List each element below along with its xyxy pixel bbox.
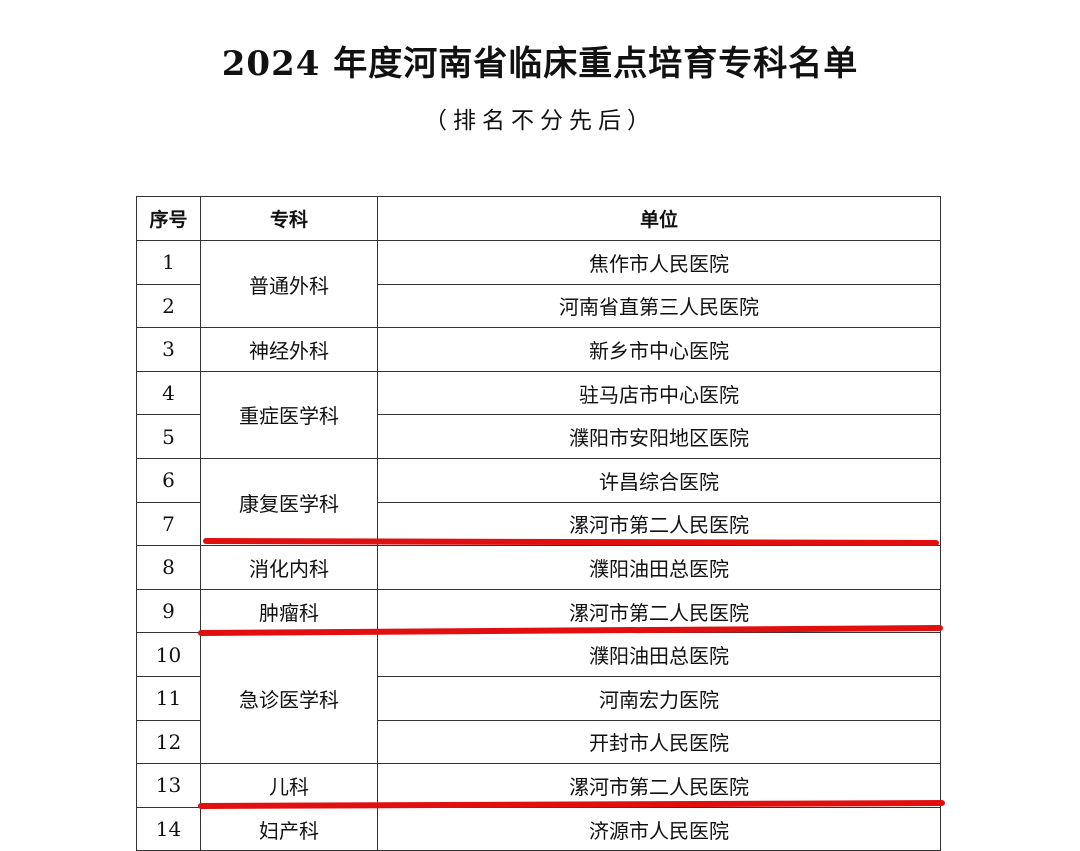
specialty-cell: 神经外科 <box>200 327 378 372</box>
unit-cell: 河南省直第三人民医院 <box>377 283 941 329</box>
table-row: 4 重症医学科 驻马店市中心医院 <box>136 370 941 459</box>
table-row: 10 急诊医学科 濮阳油田总医院 <box>136 632 941 765</box>
row-number: 11 <box>136 675 201 721</box>
specialty-cell: 妇产科 <box>200 806 378 851</box>
table-row: 1 普通外科 焦作市人民医院 <box>136 239 941 329</box>
row-number: 5 <box>136 414 201 459</box>
unit-cell: 漯河市第二人民医院 <box>377 763 941 808</box>
header-no: 序号 <box>136 196 201 241</box>
row-number: 6 <box>136 457 201 503</box>
table-row: 8 消化内科 濮阳油田总医院 <box>136 545 941 590</box>
table-row: 9 肿瘤科 漯河市第二人民医院 <box>136 588 941 634</box>
unit-cell: 漯河市第二人民医院 <box>377 501 941 547</box>
table-row: 12 开封市人民医院 <box>136 719 941 765</box>
table-row: 13 儿科 漯河市第二人民医院 <box>136 763 941 808</box>
specialty-cell: 普通外科 <box>200 239 378 329</box>
specialty-cell: 康复医学科 <box>200 457 378 547</box>
table-header-row: 序号 专科 单位 <box>136 196 941 241</box>
row-number: 8 <box>136 545 201 590</box>
unit-cell: 濮阳油田总医院 <box>377 632 941 677</box>
unit-cell: 河南宏力医院 <box>377 675 941 721</box>
row-number: 14 <box>136 806 201 851</box>
unit-cell: 开封市人民医院 <box>377 719 941 765</box>
row-number: 9 <box>136 588 201 634</box>
document-subtitle: （排名不分先后） <box>424 108 656 134</box>
unit-cell: 濮阳市安阳地区医院 <box>377 414 941 459</box>
table-row: 3 神经外科 新乡市中心医院 <box>136 327 941 372</box>
table-row: 6 康复医学科 许昌综合医院 <box>136 457 941 547</box>
specialty-cell: 消化内科 <box>200 545 378 590</box>
row-number: 1 <box>136 240 201 285</box>
unit-cell: 濮阳油田总医院 <box>377 545 941 590</box>
unit-cell: 漯河市第二人民医院 <box>377 588 941 634</box>
specialty-table: 序号 专科 单位 1 普通外科 焦作市人民医院 2 河南省直第三人民医院 3 神经外科 新乡市… <box>136 196 941 851</box>
row-number: 13 <box>136 763 201 808</box>
row-number: 3 <box>136 327 201 372</box>
specialty-cell: 急诊医学科 <box>200 632 378 765</box>
table-row: 14 妇产科 济源市人民医院 <box>136 806 941 851</box>
specialty-cell: 重症医学科 <box>200 370 378 459</box>
table-row: 2 河南省直第三人民医院 <box>136 283 941 329</box>
table-row: 11 河南宏力医院 <box>136 675 941 721</box>
unit-cell: 济源市人民医院 <box>377 806 941 851</box>
unit-cell: 新乡市中心医院 <box>377 327 941 372</box>
row-number: 10 <box>136 632 201 677</box>
header-unit: 单位 <box>377 196 941 241</box>
specialty-cell: 肿瘤科 <box>200 588 378 634</box>
row-number: 2 <box>136 283 201 329</box>
row-number: 4 <box>136 370 201 416</box>
row-number: 7 <box>136 501 201 547</box>
unit-cell: 驻马店市中心医院 <box>377 370 941 416</box>
row-number: 12 <box>136 719 201 765</box>
header-dept: 专科 <box>200 196 378 241</box>
unit-cell: 焦作市人民医院 <box>377 240 941 285</box>
table-row: 5 濮阳市安阳地区医院 <box>136 414 941 459</box>
specialty-cell: 儿科 <box>200 763 378 808</box>
document-title: 2024 年度河南省临床重点培育专科名单 <box>221 44 859 84</box>
unit-cell: 许昌综合医院 <box>377 457 941 503</box>
